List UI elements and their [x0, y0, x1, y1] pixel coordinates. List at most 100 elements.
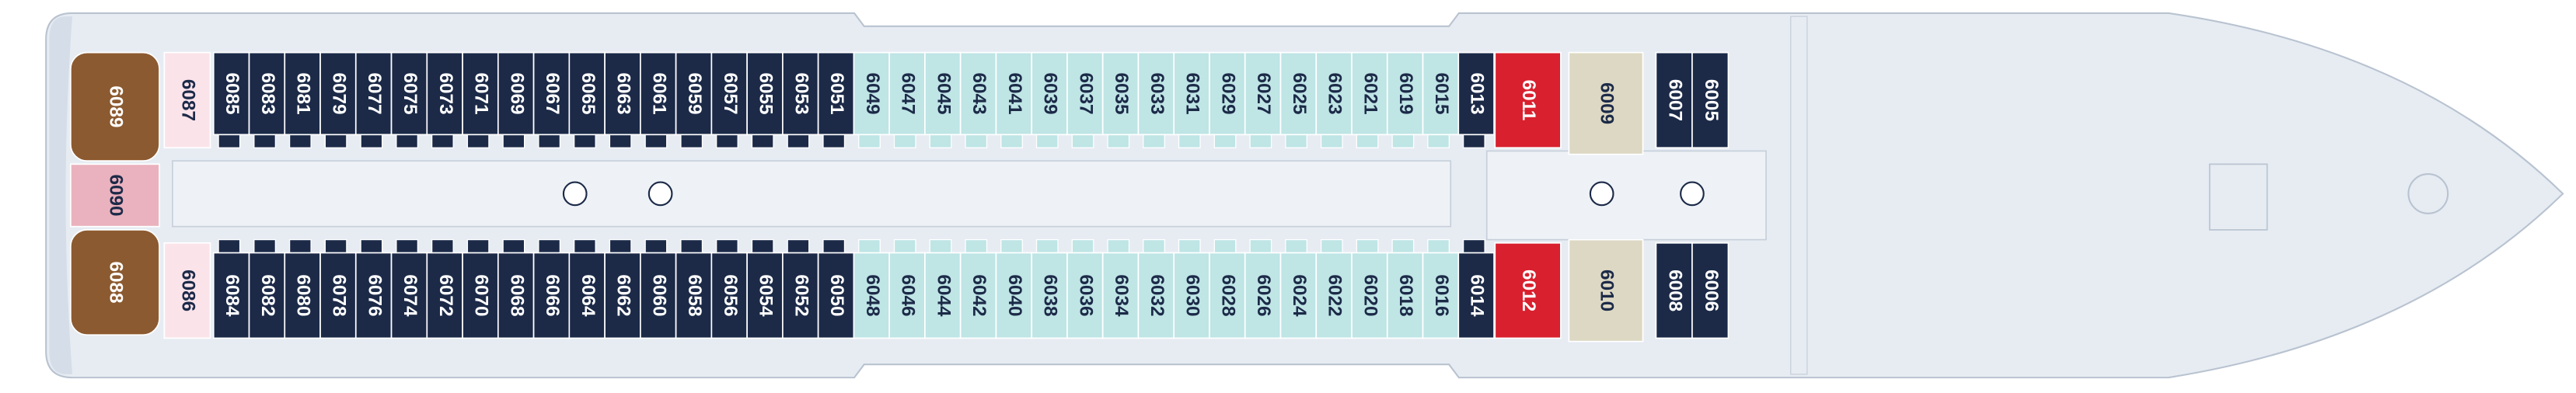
cabin-number: 6012: [1518, 270, 1539, 311]
cabin: [390, 252, 428, 339]
cabin: [746, 252, 784, 339]
cabin: [354, 51, 393, 136]
cabin-number: 6047: [898, 72, 919, 114]
cabin: [568, 252, 606, 339]
cabin: [212, 51, 250, 136]
cabin-number: 6009: [1597, 82, 1618, 124]
cabin: [532, 51, 571, 136]
stairs-icon: [1680, 181, 1705, 207]
aft-edge: [49, 16, 72, 374]
cabin-number: 6041: [1004, 72, 1025, 114]
cabin-number: 6006: [1701, 270, 1722, 311]
cabin-number: 6019: [1395, 72, 1416, 114]
cabin: [1173, 252, 1210, 339]
cabin: [284, 51, 321, 136]
cabin-number: 6058: [684, 274, 705, 316]
cabin: [1691, 242, 1730, 339]
cabin-number: 6062: [613, 274, 634, 316]
cabin-number: 6008: [1664, 270, 1685, 311]
cabin: [640, 51, 677, 136]
cabin-number: 6014: [1467, 274, 1488, 317]
cabin-number: 6044: [933, 274, 954, 317]
cabin-number: 6060: [648, 274, 669, 316]
cabin: [1494, 242, 1562, 339]
cabin-number: 6033: [1147, 72, 1168, 114]
cabin-number: 6087: [178, 79, 199, 121]
cabin-number: 6011: [1518, 80, 1539, 121]
cabin: [1066, 51, 1104, 136]
cabin-number: 6049: [862, 72, 883, 114]
cabin-number: 6064: [578, 274, 599, 317]
cabin-number: 6054: [756, 274, 777, 317]
cabin-number: 6042: [969, 274, 990, 316]
cabin-number: 6045: [933, 72, 954, 114]
cabin-number: 6088: [106, 262, 127, 304]
cabin: [888, 51, 926, 136]
cabin: [1137, 51, 1175, 136]
cabin: [1568, 51, 1644, 155]
cabin: [675, 51, 713, 136]
cabin-number: 6034: [1111, 274, 1132, 317]
cabin-number: 6080: [293, 274, 314, 316]
cabin: [319, 252, 357, 339]
cabin-number: 6078: [328, 274, 349, 316]
cabin-number: 6010: [1597, 270, 1618, 311]
cabin-number: 6069: [506, 72, 527, 114]
cabin: [568, 51, 606, 136]
cabin: [1691, 51, 1730, 149]
lift-icon: [1589, 181, 1614, 207]
cabin-number: 6052: [791, 274, 812, 316]
cabin: [1209, 51, 1246, 136]
cabin: [1209, 252, 1246, 339]
cabin: [1031, 51, 1068, 136]
cabin-number: 6051: [826, 72, 847, 114]
cabin: [426, 252, 463, 339]
cabin-number: 6026: [1253, 274, 1274, 316]
cabin-number: 6053: [791, 72, 812, 114]
cabin-number: 6068: [506, 274, 527, 316]
cabin: [1386, 51, 1424, 136]
cabin-number: 6027: [1253, 72, 1274, 114]
cabin: [1173, 51, 1210, 136]
lift-icon: [647, 181, 673, 207]
cabin: [604, 51, 641, 136]
cabin-number: 6024: [1289, 274, 1310, 317]
stairs-icon: [562, 181, 588, 207]
cabin: [1655, 51, 1693, 149]
cabin-number: 6048: [862, 274, 883, 316]
cabin: [1655, 242, 1693, 339]
cabin-number: 6030: [1182, 274, 1203, 316]
cabin: [1279, 51, 1318, 136]
cabin-number: 6077: [364, 72, 385, 114]
cabin-number: 6076: [364, 274, 385, 316]
cabin-number: 6021: [1360, 72, 1380, 114]
cabin-number: 6013: [1467, 72, 1488, 114]
cabin-number: 6070: [471, 274, 492, 316]
cabin-number: 6032: [1147, 274, 1168, 316]
cabin-number: 6059: [684, 72, 705, 114]
cabin-number: 6039: [1040, 72, 1061, 114]
cabin: [1457, 252, 1495, 339]
cabin-number: 6086: [178, 270, 199, 311]
cabin-number: 6046: [898, 274, 919, 316]
cabin-number: 6018: [1395, 274, 1416, 316]
cabin-number: 6007: [1664, 79, 1685, 121]
cabin: [817, 51, 855, 136]
cabin: [1066, 252, 1104, 339]
cabin: [462, 51, 499, 136]
cabin-number: 6082: [257, 274, 278, 316]
cabin-number: 6057: [720, 72, 741, 114]
cabin: [853, 51, 890, 136]
cabin-number: 6071: [471, 72, 492, 114]
cabin: [924, 51, 962, 136]
cabin-number: 6079: [328, 72, 349, 114]
cabin-number: 6028: [1217, 274, 1238, 316]
mooring: [2407, 172, 2449, 214]
cabin: [163, 242, 211, 339]
cabin-number: 6066: [542, 274, 563, 316]
cabin-number: 6036: [1075, 274, 1096, 316]
corridor: [172, 160, 1452, 228]
cabin-number: 6031: [1182, 72, 1203, 114]
cabin: [1137, 252, 1175, 339]
